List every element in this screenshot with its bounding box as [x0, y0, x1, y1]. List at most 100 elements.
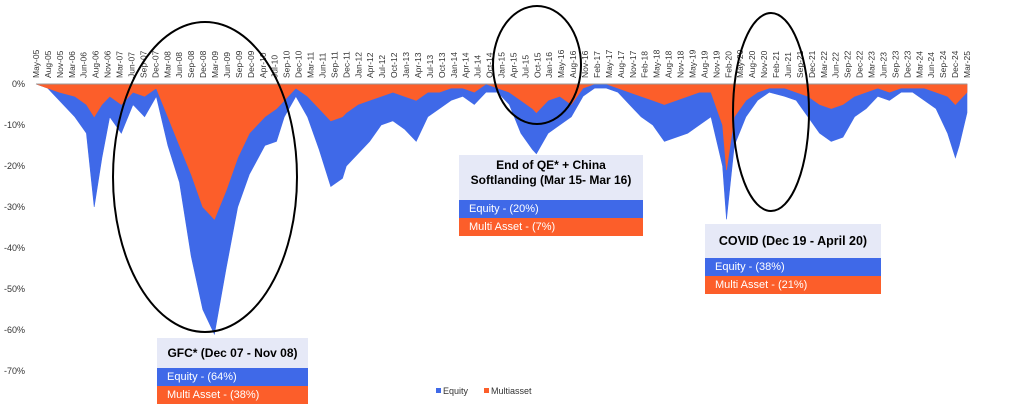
covid-highlight-ellipse [732, 12, 810, 212]
x-tick-label: May-20 [735, 49, 745, 78]
x-tick-label: Sep-21 [795, 50, 805, 78]
x-tick-label: May-16 [556, 49, 566, 78]
covid-callout-title: COVID (Dec 19 - April 20) [705, 224, 881, 258]
y-tick-label: -50% [4, 284, 25, 294]
covid-callout: COVID (Dec 19 - April 20) Equity - (38%)… [705, 224, 881, 294]
legend-label-equity: Equity [443, 386, 469, 396]
x-tick-label: Sep-10 [282, 50, 292, 78]
y-tick-label: -30% [4, 202, 25, 212]
x-tick-label: Jun-21 [783, 52, 793, 78]
x-tick-label: May-18 [652, 49, 662, 78]
x-tick-label: Feb-18 [640, 51, 650, 78]
chart-legend: Equity Multiasset [436, 386, 532, 396]
x-tick-label: Oct-12 [389, 52, 399, 78]
x-tick-label: Jun-08 [174, 52, 184, 78]
x-tick-label: Mar-24 [914, 51, 924, 78]
x-tick-label: Dec-08 [198, 50, 208, 78]
x-tick-label: Jan-16 [544, 52, 554, 78]
x-tick-label: Oct-15 [532, 52, 542, 78]
x-tick-label: Dec-23 [902, 50, 912, 78]
x-tick-label: Nov-17 [628, 50, 638, 78]
x-tick-label: Aug-16 [568, 50, 578, 78]
x-tick-label: Mar-06 [67, 51, 77, 78]
x-tick-label: Jun-23 [878, 52, 888, 78]
x-tick-label: Sep-24 [938, 50, 948, 78]
qe-highlight-ellipse [492, 5, 582, 125]
chart-areas [35, 83, 968, 336]
y-tick-label: -20% [4, 161, 25, 171]
x-tick-label: Nov-06 [103, 50, 113, 78]
x-tick-label: Mar-11 [306, 51, 316, 78]
x-tick-label: Mar-08 [162, 51, 172, 78]
x-tick-label: Nov-16 [580, 50, 590, 78]
x-tick-label: Jun-22 [831, 52, 841, 78]
highlight-ellipses [112, 5, 810, 333]
y-axis: 0% -10% -20% -30% -40% -50% -60% -70% [4, 79, 25, 376]
x-tick-label: Jun-09 [222, 52, 232, 78]
x-tick-label: Jul-10 [270, 55, 280, 78]
x-tick-label: Jan-15 [497, 52, 507, 78]
x-tick-label: Jul-13 [425, 55, 435, 78]
y-tick-label: -10% [4, 120, 25, 130]
qe-callout-title: End of QE* + China Softlanding (Mar 15- … [459, 155, 643, 200]
x-tick-label: Apr-13 [413, 52, 423, 78]
series-area-equity [35, 83, 968, 336]
x-tick-label: Feb-21 [771, 51, 781, 78]
covid-callout-multi: Multi Asset - (21%) [705, 276, 881, 294]
x-tick-label: Mar-07 [115, 51, 125, 78]
x-tick-label: Dec-11 [341, 51, 351, 78]
x-tick-label: Jul-14 [473, 55, 483, 78]
gfc-callout: GFC* (Dec 07 - Nov 08) Equity - (64%) Mu… [157, 338, 308, 404]
legend-swatch-equity [436, 388, 441, 393]
x-tick-label: Dec-10 [294, 50, 304, 78]
x-tick-label: Jun-11 [317, 52, 327, 78]
x-tick-label: Aug-06 [91, 50, 101, 78]
legend-label-multiasset: Multiasset [491, 386, 532, 396]
y-tick-label: 0% [12, 79, 25, 89]
y-tick-label: -60% [4, 325, 25, 335]
x-tick-label: Jun-24 [926, 52, 936, 78]
x-tick-label: Dec-22 [855, 50, 865, 78]
x-tick-label: Aug-20 [747, 50, 757, 78]
qe-callout-equity: Equity - (20%) [459, 200, 643, 218]
x-tick-label: Nov-05 [55, 50, 65, 78]
x-tick-label: Jul-12 [377, 55, 387, 78]
x-tick-label: Sep-22 [843, 50, 853, 78]
x-tick-label: Mar-23 [867, 51, 877, 78]
x-tick-label: Mar-09 [210, 51, 220, 78]
x-tick-label: Jun-06 [79, 52, 89, 78]
x-tick-label: Sep-23 [890, 50, 900, 78]
gfc-callout-multi: Multi Asset - (38%) [157, 386, 308, 404]
x-tick-label: Jul-15 [520, 55, 530, 78]
x-tick-label: Jun-07 [126, 52, 136, 78]
x-tick-label: Jan-12 [353, 52, 363, 78]
x-tick-label: Sep-08 [186, 50, 196, 78]
x-tick-label: Apr-10 [258, 52, 268, 78]
gfc-callout-equity: Equity - (64%) [157, 368, 308, 386]
x-tick-label: Dec-21 [807, 50, 817, 78]
x-tick-label: Feb-20 [723, 51, 733, 78]
x-tick-label: Apr-12 [365, 52, 375, 78]
x-tick-label: Nov-20 [759, 50, 769, 78]
x-tick-label: Dec-09 [246, 50, 256, 78]
x-tick-label: Sep-11 [329, 51, 339, 78]
x-tick-label: May-19 [687, 49, 697, 78]
x-tick-label: Nov-19 [711, 50, 721, 78]
x-tick-label: Dec-24 [950, 50, 960, 78]
x-tick-label: Jan-14 [449, 52, 459, 78]
covid-callout-equity: Equity - (38%) [705, 258, 881, 276]
y-tick-label: -40% [4, 243, 25, 253]
legend-swatch-multiasset [484, 388, 489, 393]
series-area-multiasset [35, 83, 968, 220]
x-tick-label: Apr-14 [461, 52, 471, 78]
x-tick-label: Sep-09 [234, 50, 244, 78]
x-tick-label: Oct-13 [437, 52, 447, 78]
x-tick-label: Nov-18 [676, 50, 686, 78]
x-tick-label: Aug-18 [664, 50, 674, 78]
gfc-highlight-ellipse [112, 21, 298, 333]
x-tick-label: Mar-25 [962, 51, 972, 78]
x-tick-label: Mar-22 [819, 51, 829, 78]
qe-callout: End of QE* + China Softlanding (Mar 15- … [459, 155, 643, 236]
x-tick-label: Sep-07 [138, 50, 148, 78]
